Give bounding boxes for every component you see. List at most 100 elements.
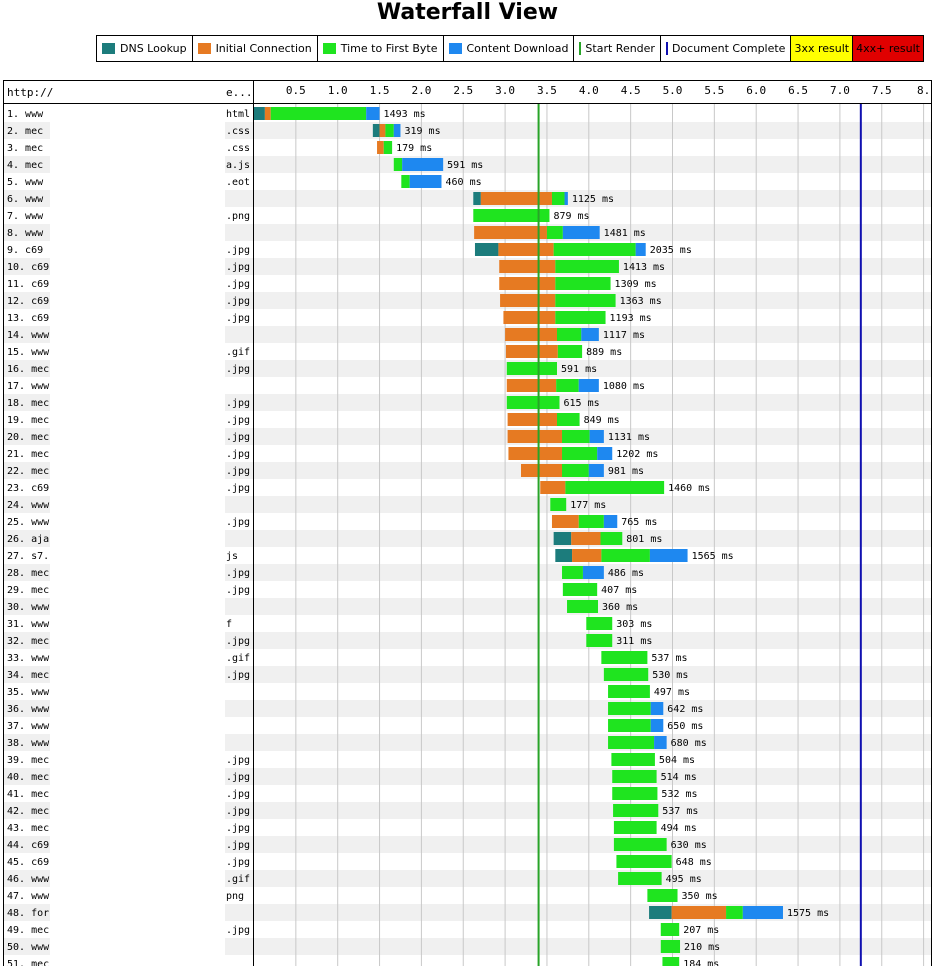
request-label: 39. mec	[7, 755, 49, 766]
row-background	[4, 870, 932, 887]
request-label: 32. mec	[7, 636, 49, 647]
request-label: 19. mec	[7, 415, 49, 426]
request-label: 30. www	[7, 602, 50, 613]
bar-dns	[474, 243, 499, 256]
row-background	[4, 530, 932, 547]
bar-ttfb	[551, 192, 565, 205]
duration-label: 650 ms	[667, 721, 703, 732]
bar-dns	[555, 549, 573, 562]
tick-label: 8.	[917, 84, 930, 97]
request-ext: .jpg	[226, 806, 250, 817]
legend-connect: Initial Connection	[193, 36, 318, 61]
tick-label: 7.5	[872, 84, 892, 97]
duration-label: 497 ms	[654, 687, 690, 698]
tick-label: 5.0	[663, 84, 683, 97]
request-ext: .gif	[226, 874, 250, 885]
duration-label: 765 ms	[621, 517, 657, 528]
bar-download	[603, 515, 618, 528]
bar-ttfb	[555, 260, 619, 273]
request-label: 9. c69	[7, 245, 43, 256]
duration-label: 889 ms	[586, 347, 622, 358]
bar-connect	[507, 413, 557, 426]
bar-connect	[377, 141, 384, 154]
request-label: 26. aja	[7, 534, 49, 545]
request-label: 38. www	[7, 738, 50, 749]
request-label: 2. mec	[7, 126, 43, 137]
request-label: 44. c69	[7, 840, 49, 851]
legend: DNS Lookup Initial Connection Time to Fi…	[96, 35, 924, 62]
duration-label: 495 ms	[666, 874, 702, 885]
legend-label: 4xx+ result	[856, 42, 920, 55]
bar-download	[588, 464, 604, 477]
duration-label: 360 ms	[602, 602, 638, 613]
duration-label: 179 ms	[396, 143, 432, 154]
request-ext: .jpg	[226, 398, 250, 409]
row-background	[4, 292, 932, 309]
bar-connect	[499, 260, 556, 273]
tick-label: 4.0	[579, 84, 599, 97]
duration-label: 1481 ms	[604, 228, 646, 239]
bar-ttfb	[562, 430, 590, 443]
request-ext: .jpg	[226, 279, 250, 290]
bar-download	[582, 566, 604, 579]
legend-download: Content Download	[444, 36, 575, 61]
bar-connect	[499, 277, 556, 290]
bar-ttfb	[565, 481, 665, 494]
row-background	[4, 734, 932, 751]
duration-label: 630 ms	[671, 840, 707, 851]
request-label: 13. c69	[7, 313, 49, 324]
duration-label: 177 ms	[570, 500, 606, 511]
request-label: 16. mec	[7, 364, 49, 375]
bar-connect	[505, 345, 558, 358]
bar-ttfb	[601, 651, 648, 664]
request-ext: .jpg	[226, 636, 250, 647]
row-background	[4, 190, 932, 207]
row-background	[4, 326, 932, 343]
row-background	[4, 802, 932, 819]
tick-label: 1.0	[328, 84, 348, 97]
row-background	[4, 462, 932, 479]
request-ext: .jpg	[226, 823, 250, 834]
request-ext: .jpg	[226, 262, 250, 273]
duration-label: 879 ms	[553, 211, 589, 222]
request-label: 18. mec	[7, 398, 49, 409]
bar-ttfb	[401, 175, 410, 188]
bar-dns	[473, 192, 481, 205]
request-label: 34. mec	[7, 670, 49, 681]
legend-render: Start Render	[574, 36, 661, 61]
tick-label: 6.5	[788, 84, 808, 97]
duration-label: 648 ms	[676, 857, 712, 868]
bar-connect	[572, 549, 602, 562]
duration-label: 537 ms	[651, 653, 687, 664]
tick-label: 6.0	[746, 84, 766, 97]
legend-label: Start Render	[585, 42, 655, 55]
request-label: 12. c69	[7, 296, 49, 307]
request-label: 25. www	[7, 517, 50, 528]
legend-3xx: 3xx result	[791, 36, 854, 61]
bar-ttfb	[613, 838, 667, 851]
duration-label: 1117 ms	[603, 330, 645, 341]
duration-label: 1460 ms	[668, 483, 710, 494]
row-background	[4, 122, 932, 139]
request-label: 31. www	[7, 619, 50, 630]
duration-label: 1125 ms	[572, 194, 614, 205]
duration-label: 2035 ms	[650, 245, 692, 256]
request-label: 22. mec	[7, 466, 49, 477]
request-label: 48. for	[7, 908, 49, 919]
duration-label: 210 ms	[684, 942, 720, 953]
bar-ttfb	[562, 583, 598, 596]
request-label: 7. www	[7, 211, 44, 222]
duration-label: 537 ms	[662, 806, 698, 817]
legend-4xx: 4xx+ result	[853, 36, 923, 61]
request-ext: .jpg	[226, 432, 250, 443]
duration-label: 494 ms	[661, 823, 697, 834]
request-ext: js	[226, 551, 238, 562]
tick-label: 5.5	[704, 84, 724, 97]
duration-label: 407 ms	[601, 585, 637, 596]
ext-header: e...	[226, 86, 253, 99]
bar-ttfb	[385, 124, 394, 137]
request-label: 21. mec	[7, 449, 49, 460]
bar-download	[649, 549, 688, 562]
request-label: 6. www	[7, 194, 44, 205]
duration-label: 303 ms	[616, 619, 652, 630]
